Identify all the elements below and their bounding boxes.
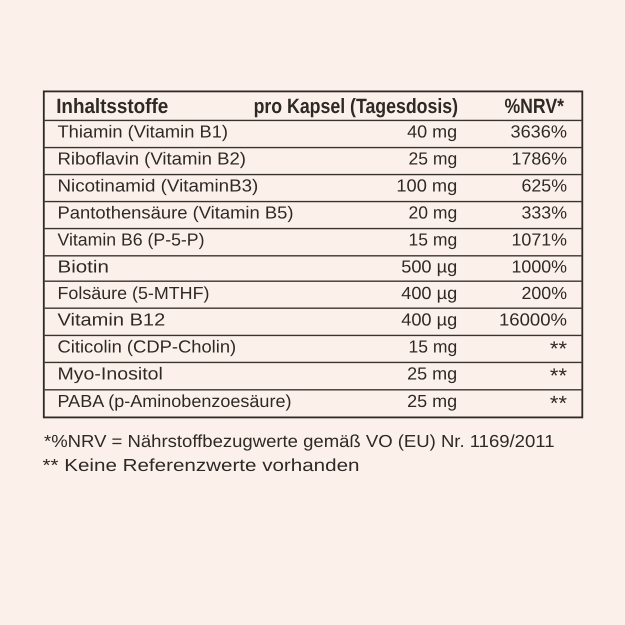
svg-text:100 mg: 100 mg bbox=[396, 176, 457, 196]
svg-text:25 mg: 25 mg bbox=[409, 149, 458, 169]
svg-text:1071%: 1071% bbox=[512, 230, 567, 250]
svg-text:PABA (p-Aminobenzoesäure): PABA (p-Aminobenzoesäure) bbox=[58, 391, 292, 411]
svg-text:**: ** bbox=[550, 392, 567, 415]
svg-text:Riboflavin (Vitamin B2): Riboflavin (Vitamin B2) bbox=[58, 149, 246, 169]
svg-text:Vitamin B6 (P-5-P): Vitamin B6 (P-5-P) bbox=[58, 230, 205, 250]
svg-text:Nicotinamid (VitaminB3): Nicotinamid (VitaminB3) bbox=[58, 176, 259, 196]
svg-text:Citicolin (CDP-Cholin): Citicolin (CDP-Cholin) bbox=[58, 336, 237, 356]
svg-text:Myo-Inositol: Myo-Inositol bbox=[58, 363, 163, 383]
svg-text:pro Kapsel (Tagesdosis): pro Kapsel (Tagesdosis) bbox=[254, 95, 458, 118]
svg-text:%NRV*: %NRV* bbox=[504, 95, 564, 118]
svg-text:40 mg: 40 mg bbox=[407, 122, 457, 142]
svg-text:**: ** bbox=[550, 364, 567, 387]
svg-text:3636%: 3636% bbox=[510, 122, 567, 142]
svg-text:16000%: 16000% bbox=[499, 309, 567, 329]
svg-text:400 µg: 400 µg bbox=[401, 309, 457, 329]
svg-text:500 µg: 500 µg bbox=[401, 257, 457, 277]
svg-text:20 mg: 20 mg bbox=[409, 203, 458, 223]
svg-text:*%NRV = Nährstoffbezugwerte ge: *%NRV = Nährstoffbezugwerte gemäß VO (EU… bbox=[44, 431, 554, 451]
svg-text:Vitamin B12: Vitamin B12 bbox=[58, 309, 166, 329]
svg-text:15 mg: 15 mg bbox=[409, 230, 458, 250]
svg-text:15 mg: 15 mg bbox=[409, 336, 458, 356]
svg-text:625%: 625% bbox=[522, 176, 567, 196]
svg-text:** Keine Referenzwerte vorhand: ** Keine Referenzwerte vorhanden bbox=[43, 455, 360, 475]
svg-text:200%: 200% bbox=[522, 283, 567, 303]
svg-text:400 µg: 400 µg bbox=[401, 283, 457, 303]
svg-text:25 mg: 25 mg bbox=[407, 363, 457, 383]
svg-text:25 mg: 25 mg bbox=[407, 391, 457, 411]
svg-text:Thiamin (Vitamin B1): Thiamin (Vitamin B1) bbox=[58, 122, 228, 142]
svg-text:Pantothensäure (Vitamin B5): Pantothensäure (Vitamin B5) bbox=[58, 203, 294, 223]
svg-text:Biotin: Biotin bbox=[58, 257, 109, 277]
svg-text:Folsäure (5-MTHF): Folsäure (5-MTHF) bbox=[58, 283, 210, 303]
svg-text:333%: 333% bbox=[522, 203, 567, 223]
svg-text:1786%: 1786% bbox=[512, 149, 567, 169]
svg-text:Inhaltsstoffe: Inhaltsstoffe bbox=[56, 95, 168, 118]
svg-text:1000%: 1000% bbox=[512, 257, 567, 277]
svg-text:**: ** bbox=[550, 337, 567, 360]
